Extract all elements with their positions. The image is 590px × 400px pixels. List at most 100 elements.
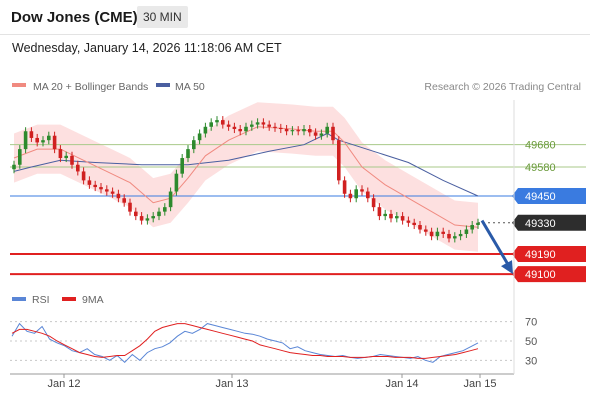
candle-body bbox=[371, 198, 376, 208]
candle-body bbox=[348, 193, 353, 199]
candle-body bbox=[64, 155, 68, 159]
candle-body bbox=[331, 126, 335, 141]
candle-body bbox=[134, 211, 138, 217]
candle-body bbox=[76, 164, 80, 172]
candle-body bbox=[476, 222, 480, 226]
candle-body bbox=[244, 126, 248, 132]
candle-body bbox=[35, 137, 39, 143]
x-tick-label: Jan 15 bbox=[463, 378, 496, 390]
candle-body bbox=[325, 126, 329, 134]
candle-body bbox=[99, 187, 103, 190]
candle-body bbox=[337, 140, 341, 181]
candle-body bbox=[23, 131, 28, 150]
rsi-tick-30: 30 bbox=[525, 355, 537, 367]
candle-body bbox=[168, 191, 173, 208]
candle-body bbox=[435, 231, 440, 237]
rsi-tick-70: 70 bbox=[525, 317, 537, 329]
candle-body bbox=[122, 198, 126, 203]
candle-body bbox=[429, 231, 434, 237]
candle-body bbox=[52, 135, 57, 150]
candle-body bbox=[319, 133, 324, 136]
candle-body bbox=[151, 216, 155, 219]
candle-body bbox=[157, 211, 161, 217]
candle-body bbox=[377, 207, 382, 217]
candle-body bbox=[105, 189, 109, 192]
candle-body bbox=[424, 229, 428, 232]
candle-body bbox=[313, 132, 318, 136]
candle-body bbox=[197, 133, 202, 141]
candle-body bbox=[418, 225, 422, 230]
legend-label-ma20: MA 20 + Bollinger Bands bbox=[33, 81, 148, 93]
candle-body bbox=[145, 218, 150, 221]
candle-body bbox=[226, 124, 231, 127]
candle-body bbox=[58, 149, 63, 159]
instrument-title: Dow Jones (CME) bbox=[11, 9, 138, 26]
level-label-49100: 49100 bbox=[525, 269, 556, 281]
level-badge-49100 bbox=[512, 266, 586, 283]
x-tick-label: Jan 12 bbox=[47, 378, 80, 390]
candle-body bbox=[267, 124, 271, 127]
candle-body bbox=[12, 164, 16, 170]
candle-body bbox=[395, 216, 399, 219]
candle-body bbox=[261, 122, 266, 125]
ma20-line bbox=[13, 126, 479, 228]
candle-body bbox=[93, 184, 97, 188]
candle-body bbox=[273, 126, 277, 128]
candle-body bbox=[128, 202, 132, 212]
candle-body bbox=[406, 220, 411, 223]
candle-body bbox=[215, 120, 219, 123]
candle-body bbox=[163, 207, 167, 212]
candle-body bbox=[41, 140, 45, 143]
legend-label-rsi-ma: 9MA bbox=[82, 294, 104, 306]
candle-body bbox=[250, 124, 254, 127]
candle-body bbox=[470, 225, 474, 230]
candle-body bbox=[290, 130, 295, 132]
level-label-49450: 49450 bbox=[525, 191, 556, 203]
candle-body bbox=[342, 180, 347, 194]
candle-body bbox=[255, 122, 260, 125]
candle-body bbox=[238, 129, 242, 132]
x-tick-label: Jan 14 bbox=[385, 378, 418, 390]
candle-body bbox=[389, 213, 393, 219]
candle-body bbox=[180, 158, 184, 174]
candle-body bbox=[284, 129, 289, 132]
candle-body bbox=[366, 191, 370, 199]
candle-body bbox=[464, 229, 469, 234]
level-label-49330: 49330 bbox=[525, 218, 556, 230]
candle-body bbox=[209, 122, 213, 127]
legend-swatch-rsi bbox=[12, 297, 26, 301]
candle-body bbox=[412, 222, 416, 226]
rsi-panel: RSI 9MA 70 50 30 bbox=[10, 294, 537, 367]
candle-body bbox=[70, 155, 74, 165]
timeframe-badge[interactable]: 30 MIN bbox=[137, 6, 188, 28]
x-tick-label: Jan 13 bbox=[215, 378, 248, 390]
level-badge-49330 bbox=[512, 214, 586, 231]
legend: MA 20 + Bollinger Bands MA 50 Research ©… bbox=[12, 81, 581, 93]
candle-body bbox=[354, 189, 358, 199]
candle-body bbox=[110, 191, 115, 194]
rsi-ma-line bbox=[11, 323, 479, 359]
candle-body bbox=[441, 231, 445, 234]
candle-body bbox=[47, 135, 51, 141]
candle-body bbox=[81, 171, 86, 181]
candle-body bbox=[458, 233, 463, 237]
candle-body bbox=[174, 173, 179, 192]
candle-body bbox=[360, 189, 364, 192]
credit-text: Research © 2026 Trading Central bbox=[424, 81, 581, 93]
level-label-49580: 49580 bbox=[525, 162, 556, 174]
level-label-49680: 49680 bbox=[525, 140, 556, 152]
candle-body bbox=[302, 129, 306, 132]
level-badge-49450 bbox=[512, 188, 586, 204]
candle-body bbox=[383, 213, 387, 217]
x-axis: Jan 12 Jan 13 Jan 14 Jan 15 bbox=[10, 100, 515, 390]
candle-body bbox=[116, 193, 121, 199]
candle-body bbox=[186, 149, 190, 159]
candle-body bbox=[232, 126, 237, 130]
legend-swatch-ma20 bbox=[12, 83, 26, 87]
forecast-arrow-head bbox=[501, 260, 513, 275]
rsi-line bbox=[11, 322, 479, 363]
candle-body bbox=[400, 216, 405, 221]
candle-body bbox=[221, 120, 225, 125]
